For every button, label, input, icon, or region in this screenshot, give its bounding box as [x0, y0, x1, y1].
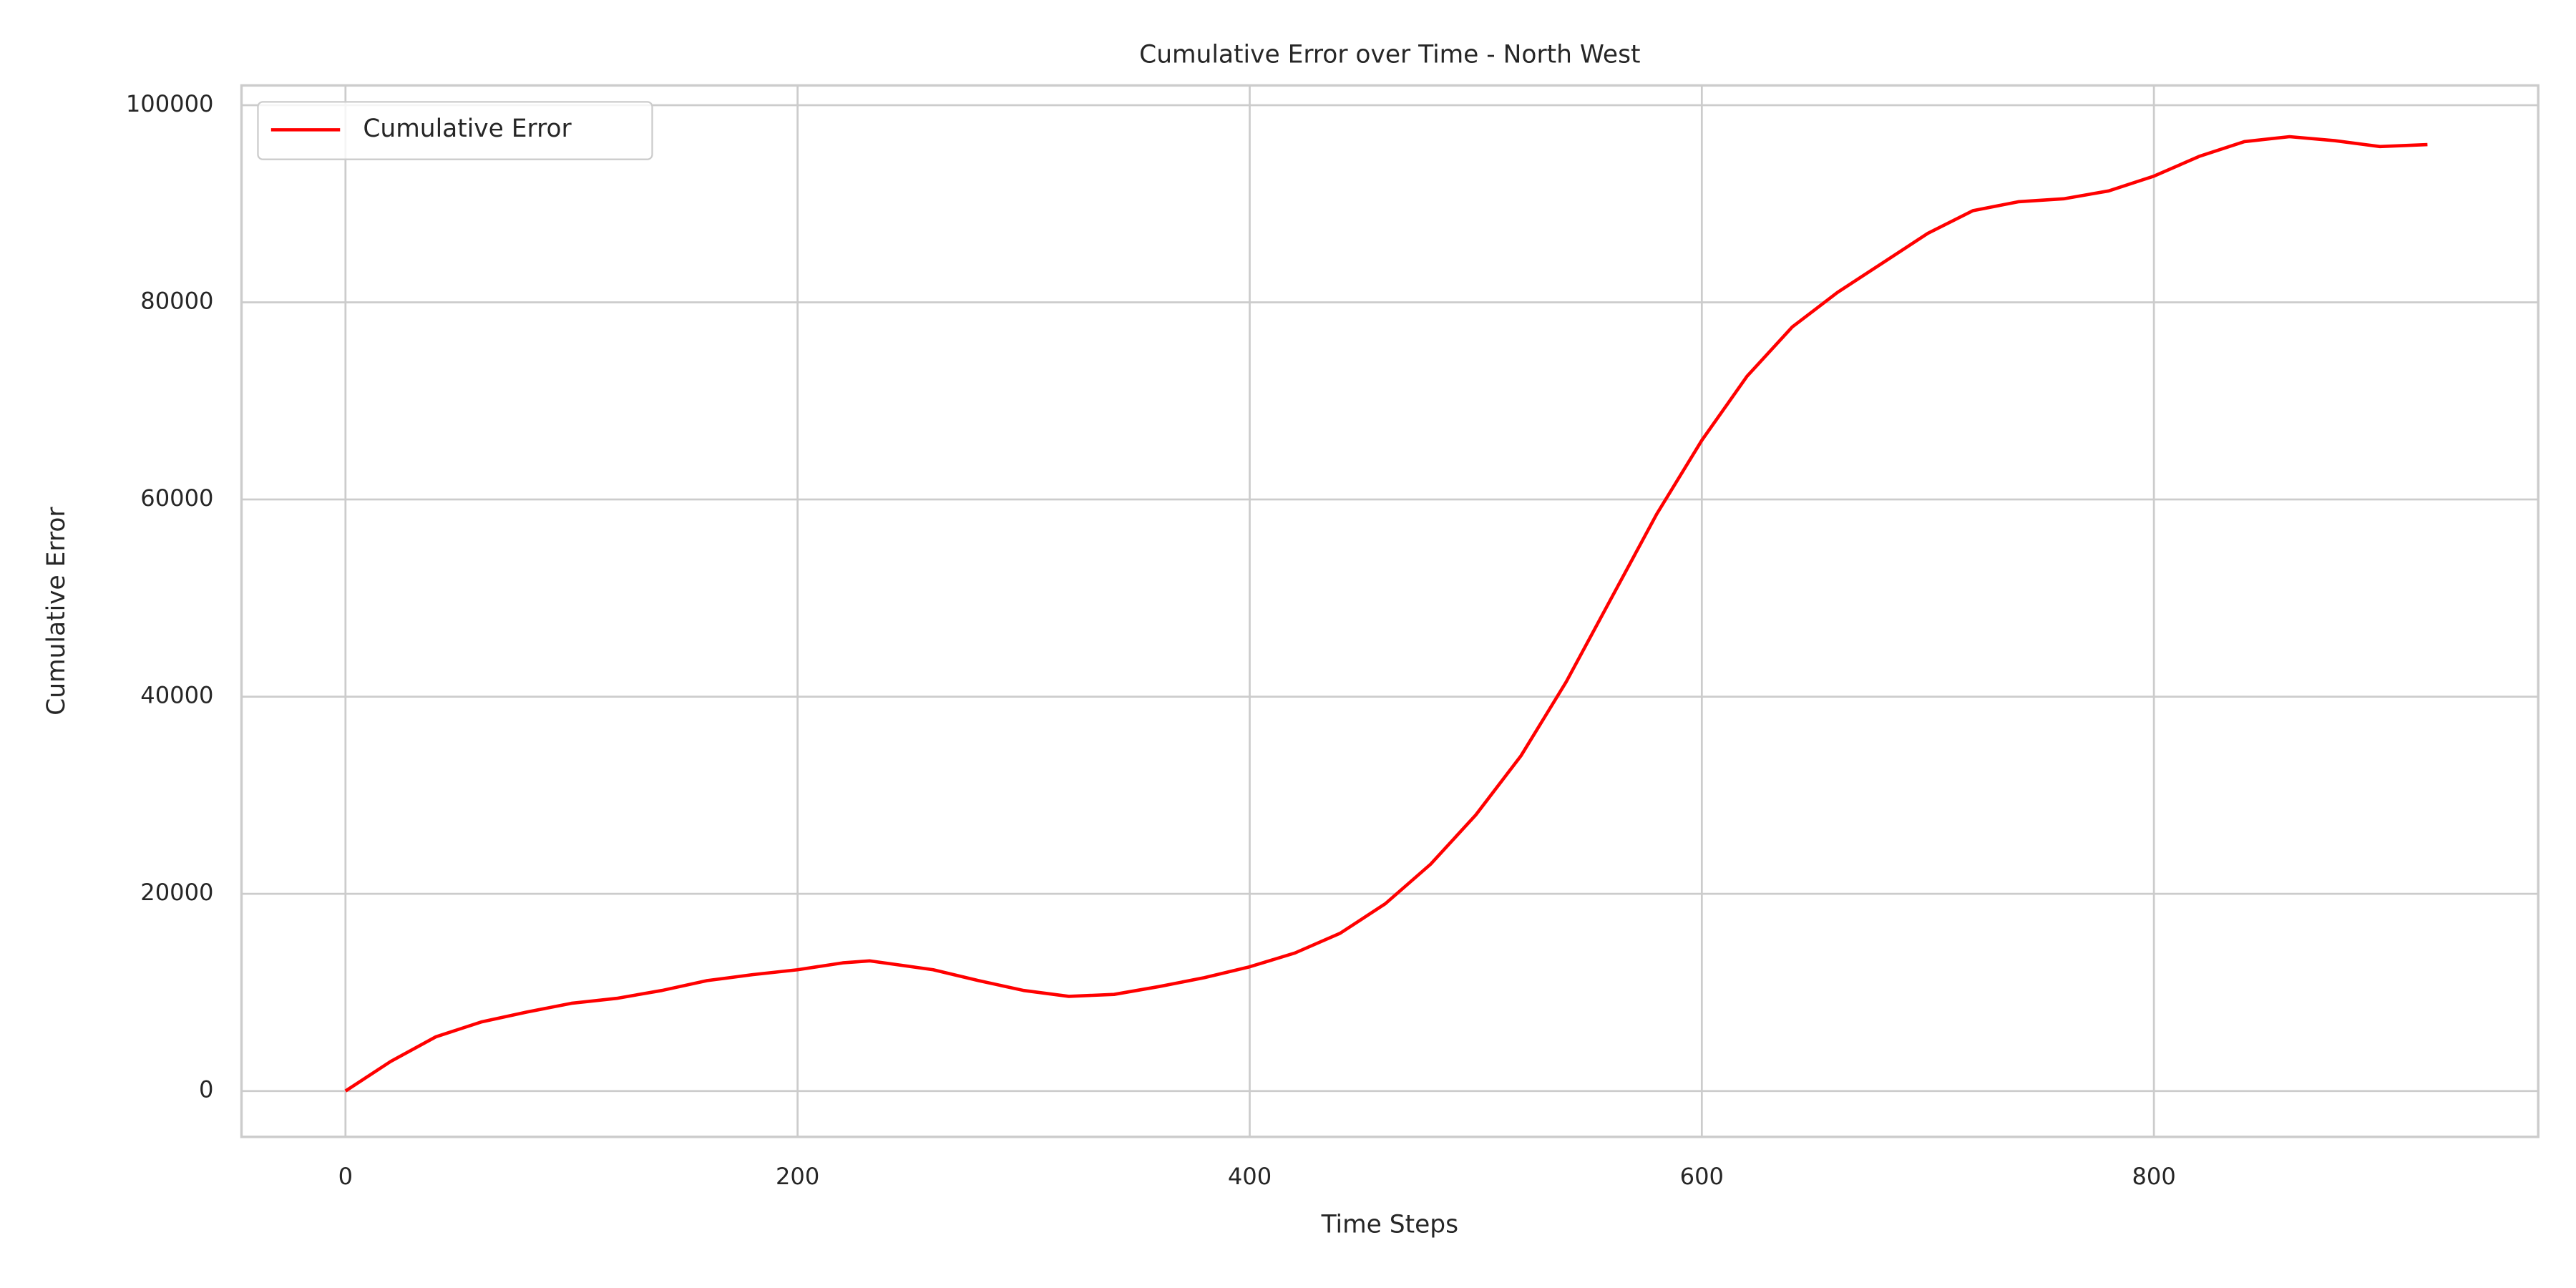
legend-box	[257, 101, 653, 160]
x-tick-label: 400	[1228, 1163, 1272, 1190]
y-tick-label: 100000	[126, 90, 214, 117]
x-tick-label: 800	[2132, 1163, 2175, 1190]
y-tick-label: 20000	[140, 879, 213, 906]
chart-title: Cumulative Error over Time - North West	[1139, 41, 1640, 69]
y-tick-label: 0	[199, 1076, 213, 1103]
y-tick-label: 60000	[140, 484, 213, 512]
x-tick-label: 200	[776, 1163, 819, 1190]
plot-frame	[240, 84, 2540, 1138]
y-tick-label: 80000	[140, 287, 213, 314]
y-axis-label: Cumulative Error	[42, 507, 71, 716]
x-tick-label: 600	[1680, 1163, 1724, 1190]
data-line	[344, 135, 2428, 1093]
y-tick-label: 40000	[140, 682, 213, 709]
x-tick-label: 0	[338, 1163, 353, 1190]
x-axis-label: Time Steps	[1321, 1210, 1458, 1239]
legend-label: Cumulative Error	[363, 114, 572, 143]
